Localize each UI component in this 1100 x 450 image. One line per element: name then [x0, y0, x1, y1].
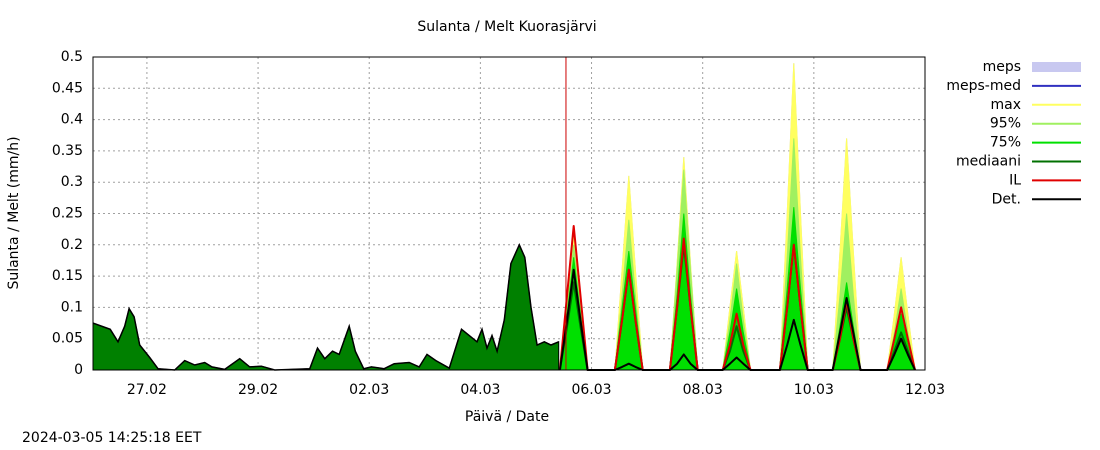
y-tick-label: 0.25	[52, 206, 83, 222]
timestamp: 2024-03-05 14:25:18 EET	[22, 430, 202, 446]
legend: meps meps-med max 95% 75% mediaani IL Det.	[946, 59, 1081, 207]
legend-label: 95%	[990, 116, 1021, 132]
series-line	[558, 268, 916, 371]
y-tick-label: 0.5	[61, 49, 83, 65]
y-tick-label: 0.2	[61, 237, 83, 253]
y-tick-label: 0.45	[52, 80, 83, 96]
y-tick-label: 0.3	[61, 174, 83, 190]
x-tick-label: 10.03	[794, 382, 834, 398]
x-tick-label: 27.02	[127, 382, 167, 398]
x-tick-label: 12.03	[905, 382, 945, 398]
legend-label: IL	[1009, 172, 1021, 188]
y-tick-label: 0.1	[61, 299, 83, 315]
y-tick-label: 0.15	[52, 268, 83, 284]
plot-border	[92, 56, 926, 371]
x-axis-label: Päivä / Date	[465, 409, 549, 425]
legend-label: 75%	[990, 135, 1021, 151]
y-tick-label: 0.4	[61, 112, 83, 128]
y-axis-label: Sulanta / Melt (mm/h)	[6, 136, 22, 289]
legend-label: mediaani	[956, 154, 1021, 170]
y-tick-label: 0.35	[52, 143, 83, 159]
y-tick-label: 0.05	[52, 331, 83, 347]
chart-title: Sulanta / Melt Kuorasjärvi	[417, 19, 596, 35]
x-tick-label: 04.03	[460, 382, 500, 398]
y-tick-label: 0	[74, 362, 83, 378]
plot-area: 0 0.05 0.1 0.15 0.2 0.25 0.3 0.35 0.4 0.45 0.5 27.0…	[52, 49, 945, 398]
legend-label: max	[990, 97, 1021, 113]
x-tick-label: 02.03	[349, 382, 389, 398]
legend-swatch	[1032, 62, 1081, 72]
legend-label: meps-med	[946, 78, 1021, 94]
legend-label: Det.	[992, 191, 1021, 207]
x-tick-label: 06.03	[571, 382, 611, 398]
x-tick-label: 29.02	[238, 382, 278, 398]
observed-outline	[92, 242, 559, 371]
legend-label: meps	[983, 59, 1021, 75]
x-tick-label: 08.03	[683, 382, 723, 398]
